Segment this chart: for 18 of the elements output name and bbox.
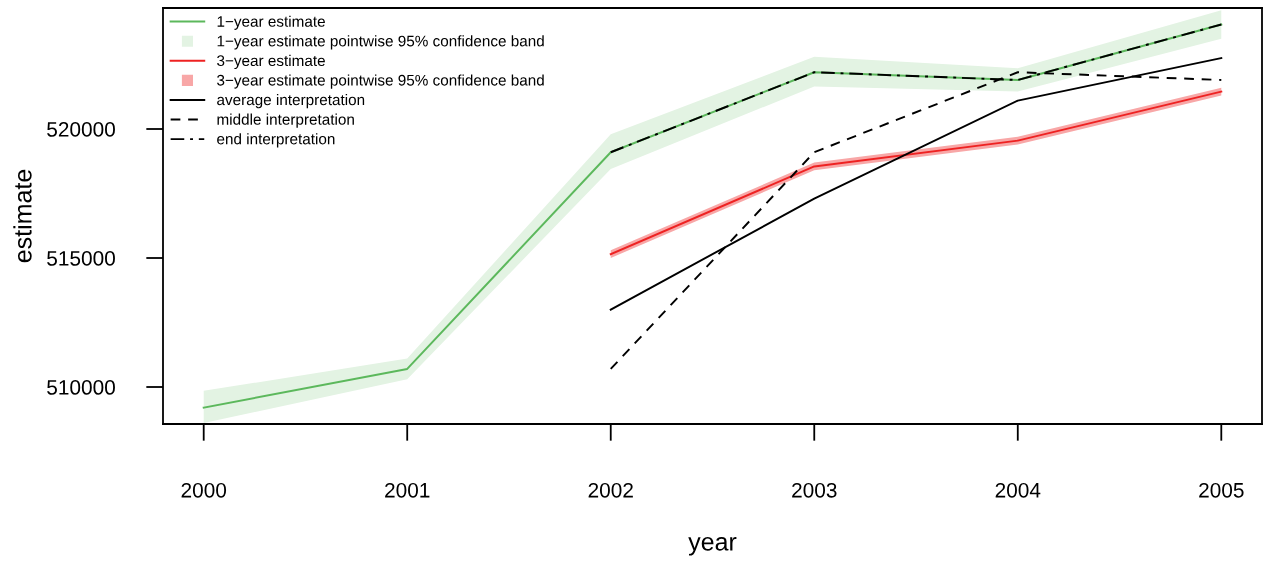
legend-label: average interpretation xyxy=(217,93,365,109)
annotation: 1−year estimate pointwise 95% confidence band xyxy=(217,35,544,50)
y-tick-label: 515000 xyxy=(47,251,115,266)
y-axis-title: estimate xyxy=(13,169,32,263)
x-tick-label: 2000 xyxy=(181,482,227,498)
legend-label: end interpretation xyxy=(217,133,335,148)
x-tick-label: 2001 xyxy=(385,482,430,498)
x-tick-label: 2002 xyxy=(588,482,633,498)
legend-label: 3−year estimate xyxy=(217,54,325,70)
x-tick-label: 2005 xyxy=(1199,482,1244,498)
y-tick-label: 520000 xyxy=(47,122,115,137)
x-tick-label: 2004 xyxy=(995,482,1041,498)
x-tick-label: 2003 xyxy=(792,482,837,498)
x-axis-title: year xyxy=(688,536,737,556)
y-tick-label: 510000 xyxy=(47,380,115,395)
legend-label: 1−year estimate xyxy=(217,15,325,30)
annotation: 3−year estimate pointwise 95% confidence band xyxy=(217,74,544,89)
legend-label: middle interpretation xyxy=(217,113,354,128)
